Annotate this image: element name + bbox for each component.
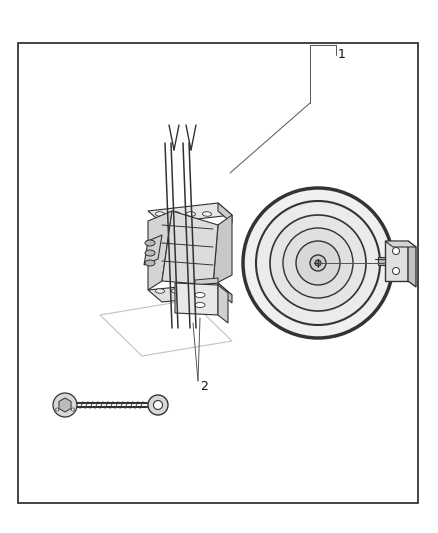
Polygon shape bbox=[175, 283, 218, 315]
Ellipse shape bbox=[202, 212, 212, 216]
Circle shape bbox=[256, 201, 380, 325]
Polygon shape bbox=[408, 241, 416, 287]
Text: 1: 1 bbox=[338, 49, 346, 61]
Circle shape bbox=[296, 241, 340, 285]
Ellipse shape bbox=[145, 250, 155, 256]
Polygon shape bbox=[195, 278, 218, 285]
Ellipse shape bbox=[155, 289, 165, 293]
Polygon shape bbox=[218, 283, 232, 303]
Circle shape bbox=[392, 247, 399, 254]
Circle shape bbox=[71, 408, 74, 411]
Ellipse shape bbox=[195, 293, 205, 297]
Ellipse shape bbox=[155, 212, 165, 216]
Circle shape bbox=[270, 215, 366, 311]
Text: 2: 2 bbox=[200, 379, 208, 392]
Polygon shape bbox=[218, 203, 232, 223]
Polygon shape bbox=[148, 283, 232, 302]
Circle shape bbox=[53, 393, 77, 417]
Polygon shape bbox=[162, 211, 218, 285]
Circle shape bbox=[153, 400, 162, 409]
Ellipse shape bbox=[172, 289, 180, 293]
Polygon shape bbox=[385, 241, 416, 247]
Circle shape bbox=[310, 255, 326, 271]
Polygon shape bbox=[218, 285, 228, 323]
Ellipse shape bbox=[195, 303, 205, 308]
Polygon shape bbox=[148, 211, 172, 290]
Polygon shape bbox=[378, 257, 385, 265]
Ellipse shape bbox=[187, 212, 195, 216]
Bar bbox=[18, 43, 418, 503]
Ellipse shape bbox=[145, 260, 155, 266]
Circle shape bbox=[56, 408, 59, 411]
Polygon shape bbox=[385, 241, 408, 281]
Circle shape bbox=[148, 395, 168, 415]
Ellipse shape bbox=[172, 212, 180, 216]
Circle shape bbox=[283, 228, 353, 298]
Circle shape bbox=[243, 188, 393, 338]
Polygon shape bbox=[213, 215, 232, 285]
Polygon shape bbox=[148, 203, 232, 223]
Circle shape bbox=[315, 260, 321, 266]
Circle shape bbox=[392, 268, 399, 274]
Ellipse shape bbox=[202, 289, 212, 293]
Ellipse shape bbox=[145, 240, 155, 246]
Ellipse shape bbox=[187, 289, 195, 293]
Polygon shape bbox=[144, 235, 162, 265]
Polygon shape bbox=[59, 398, 71, 412]
